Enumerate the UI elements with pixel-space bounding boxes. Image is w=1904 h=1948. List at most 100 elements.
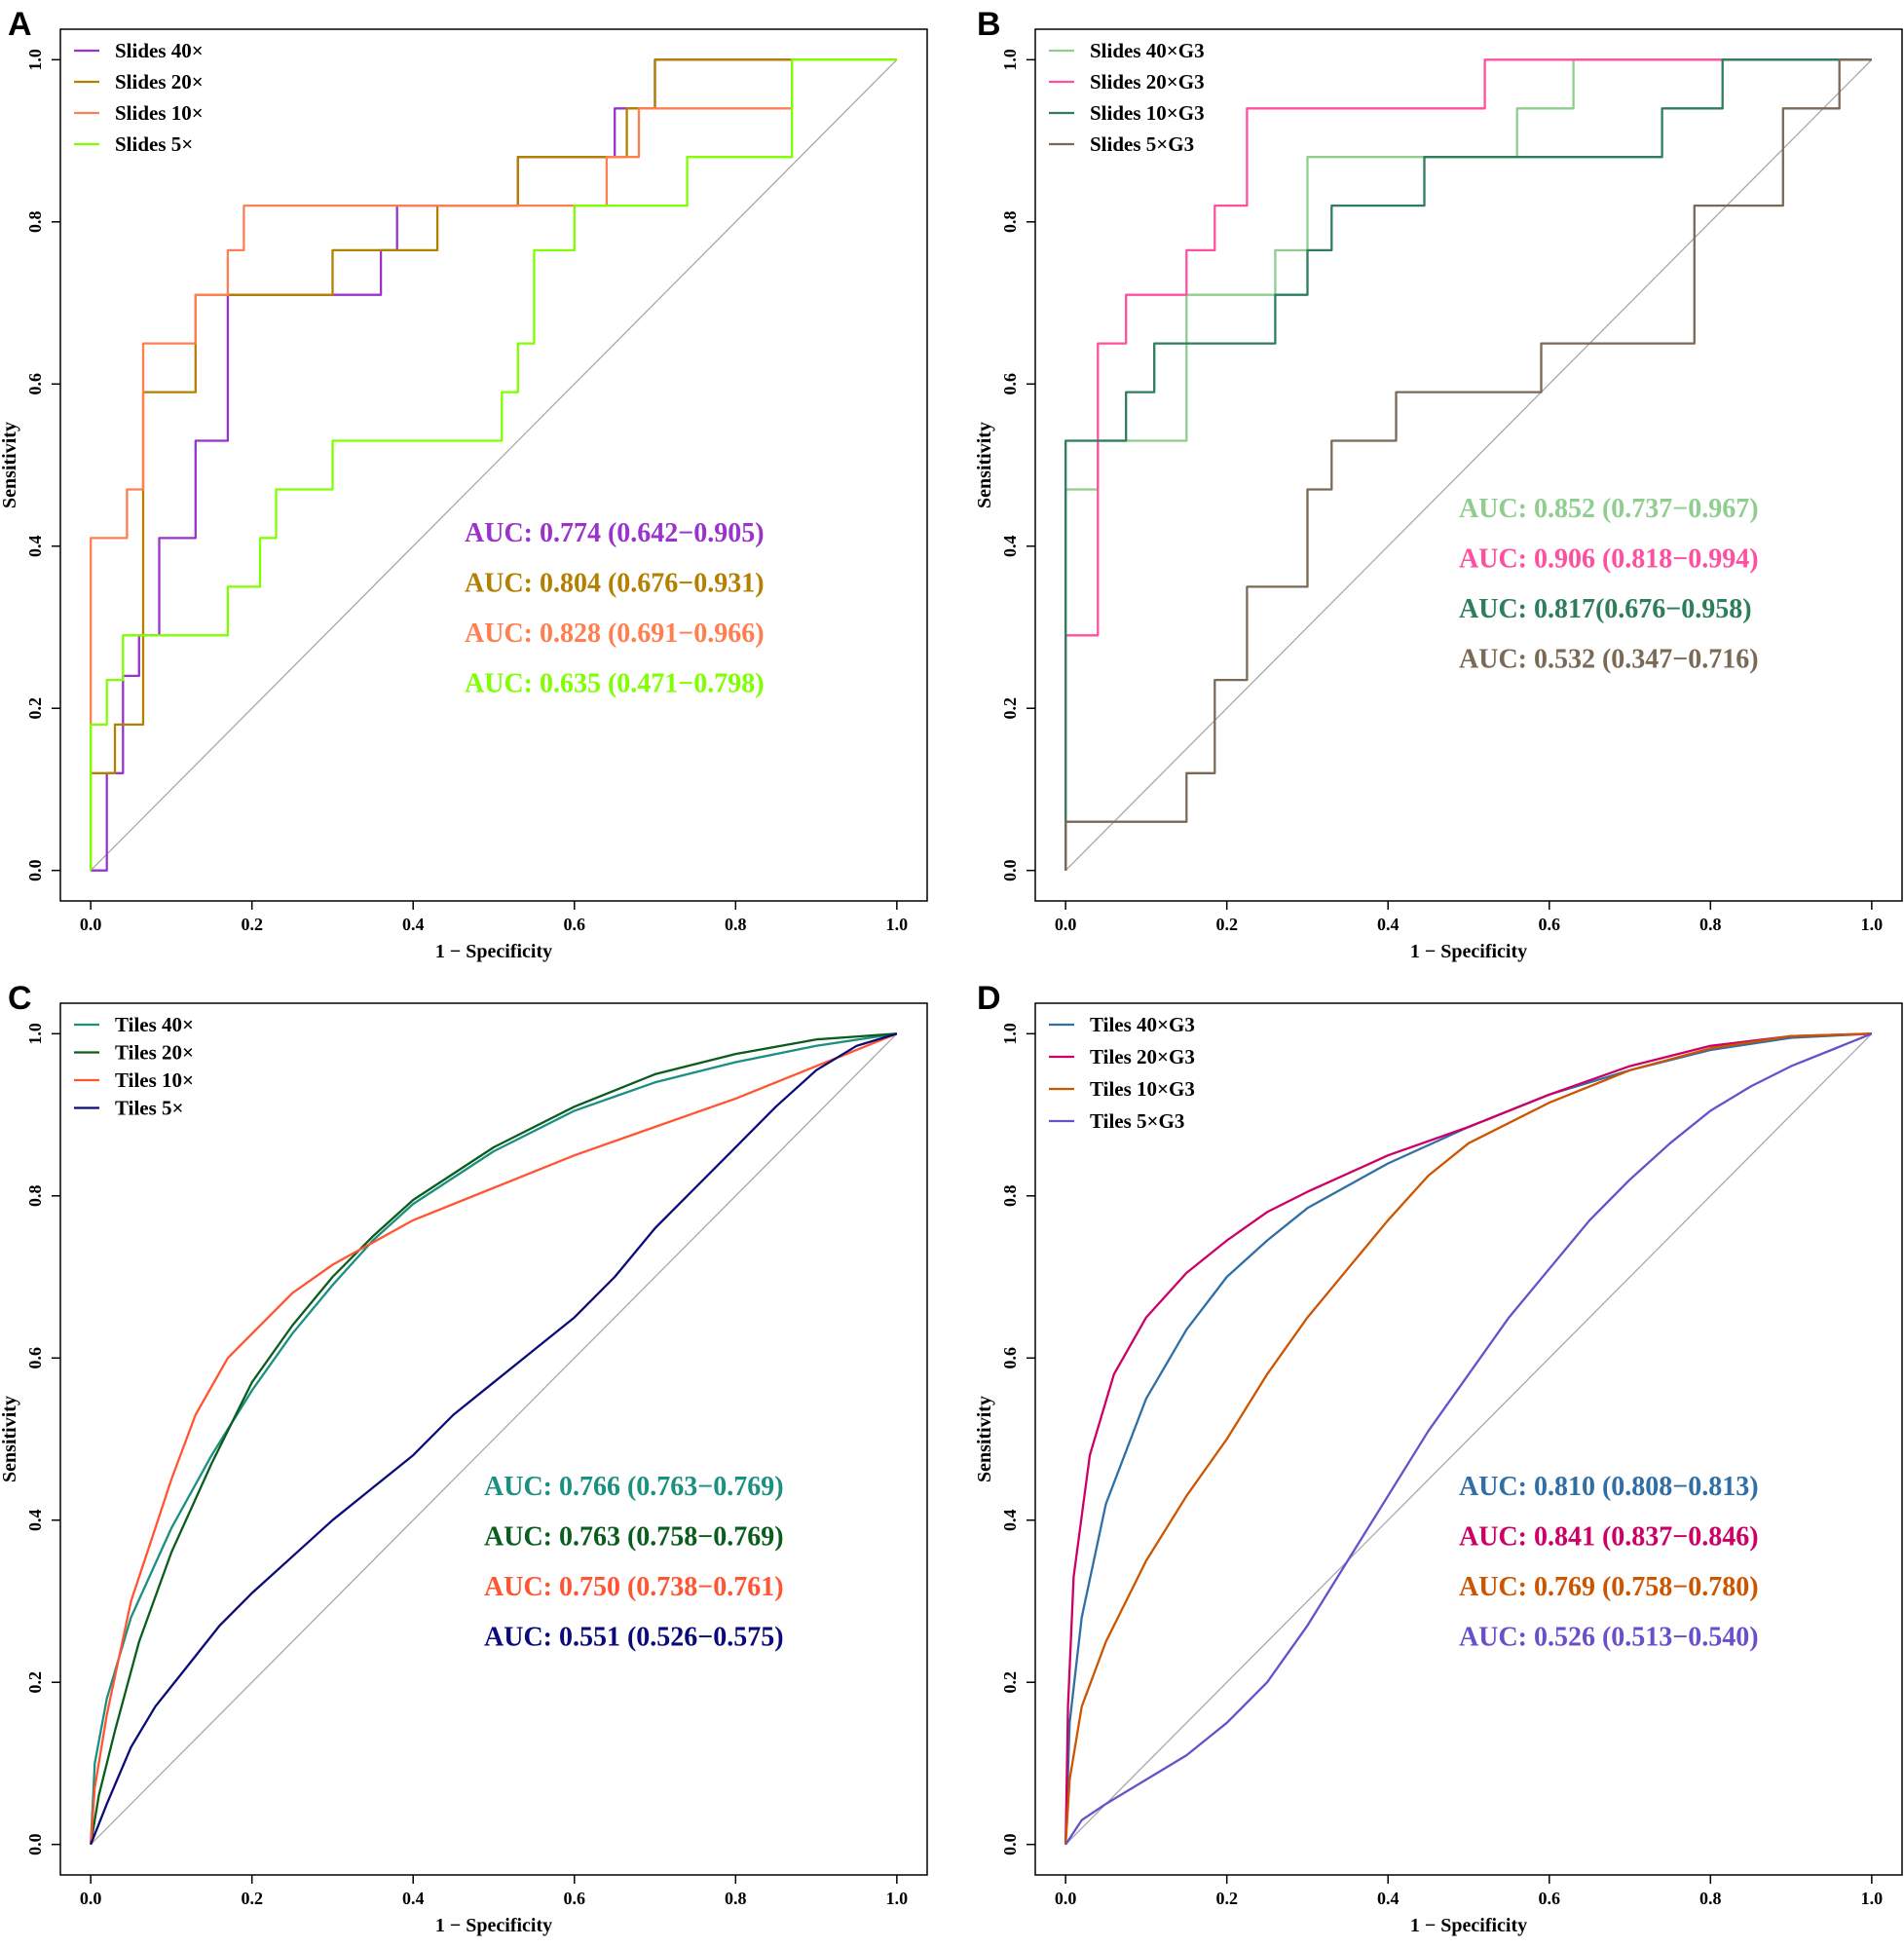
legend-label: Tiles 5×G3 bbox=[1090, 1109, 1184, 1133]
y-tick-label: 0.6 bbox=[1000, 1347, 1020, 1369]
roc-curve-3 bbox=[90, 58, 897, 871]
plot-frame bbox=[59, 28, 928, 902]
x-tick-label: 0.4 bbox=[1377, 1889, 1400, 1908]
y-axis-title: Sensitivity bbox=[0, 1396, 20, 1482]
y-tick-label: 1.0 bbox=[25, 1023, 45, 1045]
reference-diagonal-line bbox=[1064, 58, 1873, 872]
auc-annotation: AUC: 0.841 (0.837−0.846) bbox=[1459, 1522, 1759, 1553]
roc-curve-4 bbox=[1064, 58, 1872, 871]
plot-frame bbox=[1034, 1002, 1903, 1876]
x-tick-label: 1.0 bbox=[886, 915, 909, 934]
legend-label: Slides 40×G3 bbox=[1090, 39, 1205, 62]
y-tick-label: 0.2 bbox=[1000, 1671, 1020, 1694]
panel-letter: A bbox=[8, 6, 32, 43]
legend-label: Slides 20× bbox=[115, 70, 204, 94]
x-tick-label: 0.8 bbox=[1699, 1889, 1722, 1908]
x-tick-label: 0.4 bbox=[402, 915, 425, 934]
panel-b: B 0.0 0.2 0.4 0.6 0.8 1.0 0.0 0.2 0.4 0.6 0.8 1.0 1 −… bbox=[974, 6, 1903, 962]
y-tick-label: 1.0 bbox=[1000, 49, 1020, 70]
auc-annotation: AUC: 0.551 (0.526−0.575) bbox=[484, 1623, 784, 1653]
legend-label: Tiles 5× bbox=[115, 1097, 184, 1120]
y-tick-label: 0.8 bbox=[25, 1185, 45, 1208]
panel-letter: D bbox=[977, 980, 1001, 1017]
roc-curve-3 bbox=[1064, 58, 1872, 871]
roc-curve-4 bbox=[90, 1032, 898, 1846]
x-tick-label: 1.0 bbox=[886, 1889, 909, 1908]
y-tick-label: 0.4 bbox=[25, 535, 45, 557]
x-tick-label: 0.8 bbox=[725, 915, 747, 934]
x-tick-label: 1.0 bbox=[1861, 1889, 1884, 1908]
x-tick-label: 0.4 bbox=[1377, 915, 1400, 934]
y-tick-label: 0.0 bbox=[1000, 859, 1020, 881]
y-tick-label: 0.0 bbox=[25, 1833, 45, 1855]
legend-label: Tiles 40× bbox=[115, 1013, 194, 1036]
auc-annotation: AUC: 0.769 (0.758−0.780) bbox=[1459, 1572, 1759, 1602]
x-tick-label: 0.8 bbox=[1699, 915, 1722, 934]
auc-annotation: AUC: 0.635 (0.471−0.798) bbox=[465, 669, 765, 699]
auc-annotation: AUC: 0.810 (0.808−0.813) bbox=[1459, 1472, 1759, 1502]
auc-annotation: AUC: 0.804 (0.676−0.931) bbox=[465, 569, 765, 599]
legend-label: Slides 10×G3 bbox=[1090, 101, 1205, 125]
y-tick-label: 0.2 bbox=[25, 1671, 45, 1694]
y-tick-label: 0.0 bbox=[1000, 1833, 1020, 1855]
legend-label: Tiles 10× bbox=[115, 1068, 194, 1092]
legend-label: Tiles 10×G3 bbox=[1090, 1077, 1195, 1101]
roc-curve-4 bbox=[1064, 1032, 1873, 1846]
legend-label: Slides 5× bbox=[115, 132, 193, 156]
x-tick-label: 1.0 bbox=[1861, 915, 1884, 934]
x-tick-label: 0.0 bbox=[80, 1889, 102, 1908]
roc-curve-4 bbox=[90, 58, 897, 871]
x-tick-label: 0.4 bbox=[402, 1889, 425, 1908]
x-tick-label: 0.8 bbox=[725, 1889, 747, 1908]
x-tick-label: 0.2 bbox=[1215, 1889, 1238, 1908]
y-axis-title: Sensitivity bbox=[974, 1396, 995, 1482]
legend-label: Slides 40× bbox=[115, 39, 204, 62]
x-tick-label: 0.2 bbox=[1215, 915, 1238, 934]
auc-annotation: AUC: 0.852 (0.737−0.967) bbox=[1459, 494, 1759, 524]
legend-label: Tiles 20× bbox=[115, 1041, 194, 1065]
y-tick-label: 0.8 bbox=[25, 211, 45, 234]
x-tick-label: 0.0 bbox=[1055, 915, 1077, 934]
roc-curve-1 bbox=[90, 1032, 898, 1845]
roc-curve-2 bbox=[90, 1032, 897, 1845]
y-tick-label: 0.8 bbox=[1000, 211, 1020, 234]
y-tick-label: 0.0 bbox=[25, 859, 45, 881]
panel-a: A 0.0 0.2 0.4 0.6 0.8 1.0 0.0 0.2 0.4 0.6 0.8 1.0 1 −… bbox=[0, 6, 928, 962]
y-tick-label: 0.6 bbox=[1000, 373, 1020, 395]
auc-annotation: AUC: 0.532 (0.347−0.716) bbox=[1459, 645, 1759, 675]
auc-annotation: AUC: 0.817(0.676−0.958) bbox=[1459, 594, 1752, 624]
x-tick-label: 0.2 bbox=[241, 1889, 263, 1908]
panel-letter: C bbox=[8, 980, 32, 1017]
x-axis-title: 1 − Specificity bbox=[1410, 1915, 1527, 1936]
x-tick-label: 0.6 bbox=[564, 915, 586, 934]
auc-annotation: AUC: 0.766 (0.763−0.769) bbox=[484, 1472, 784, 1502]
y-tick-label: 0.6 bbox=[25, 1347, 45, 1369]
y-tick-label: 0.4 bbox=[1000, 1509, 1020, 1531]
auc-annotation: AUC: 0.763 (0.758−0.769) bbox=[484, 1522, 784, 1553]
x-tick-label: 0.6 bbox=[564, 1889, 586, 1908]
x-tick-label: 0.2 bbox=[241, 915, 263, 934]
y-tick-label: 0.6 bbox=[25, 373, 45, 395]
reference-diagonal-line bbox=[90, 1032, 898, 1846]
x-tick-label: 0.0 bbox=[1055, 1889, 1077, 1908]
auc-annotation: AUC: 0.526 (0.513−0.540) bbox=[1459, 1623, 1759, 1653]
roc-curve-2 bbox=[1064, 58, 1872, 871]
x-axis-title: 1 − Specificity bbox=[435, 941, 552, 962]
y-axis-title: Sensitivity bbox=[0, 422, 20, 508]
plot-frame bbox=[1034, 28, 1903, 902]
legend-label: Tiles 20×G3 bbox=[1090, 1045, 1195, 1068]
panel-d: D 0.0 0.2 0.4 0.6 0.8 1.0 0.0 0.2 0.4 0.6 0.8 1.0 1 −… bbox=[974, 980, 1903, 1936]
y-tick-label: 1.0 bbox=[25, 49, 45, 70]
y-axis-title: Sensitivity bbox=[974, 422, 995, 508]
auc-annotation: AUC: 0.750 (0.738−0.761) bbox=[484, 1572, 784, 1602]
auc-annotation: AUC: 0.828 (0.691−0.966) bbox=[465, 618, 765, 649]
reference-diagonal-line bbox=[1064, 1032, 1873, 1846]
auc-annotation: AUC: 0.906 (0.818−0.994) bbox=[1459, 544, 1759, 575]
y-tick-label: 0.2 bbox=[1000, 697, 1020, 720]
x-tick-label: 0.0 bbox=[80, 915, 102, 934]
x-tick-label: 0.6 bbox=[1539, 1889, 1561, 1908]
roc-curve-3 bbox=[1064, 1032, 1872, 1845]
y-tick-label: 0.2 bbox=[25, 697, 45, 720]
